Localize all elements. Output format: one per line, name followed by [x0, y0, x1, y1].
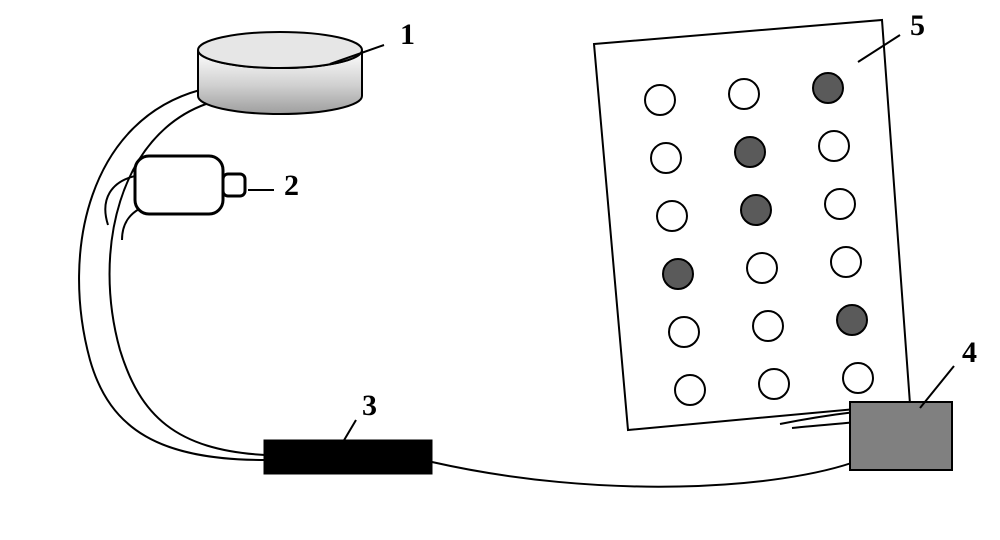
- node-3-blackbox: [264, 440, 432, 474]
- label-l1: 1: [400, 18, 415, 51]
- panel-dot: [825, 189, 855, 219]
- panel-dot: [663, 259, 693, 289]
- label-l4: 4: [962, 336, 977, 369]
- panel-dot: [729, 79, 759, 109]
- wire-w_4_to_5b: [792, 422, 858, 428]
- label-l3: 3: [362, 389, 377, 422]
- panel-dot: [837, 305, 867, 335]
- panel-dot: [741, 195, 771, 225]
- panel-dot: [843, 363, 873, 393]
- wire-w_3_to_4: [432, 460, 860, 487]
- node-4-greybox: [850, 402, 952, 470]
- panel-dot: [747, 253, 777, 283]
- panel-dot: [669, 317, 699, 347]
- panel-dot: [675, 375, 705, 405]
- panel-dot: [819, 131, 849, 161]
- panel-dot: [759, 369, 789, 399]
- panel-dot: [657, 201, 687, 231]
- node-5-panel: [594, 20, 910, 430]
- panel-dot: [831, 247, 861, 277]
- node-1-cylinder: [198, 32, 362, 114]
- panel-dot: [645, 85, 675, 115]
- node-2-camera: [135, 156, 245, 214]
- label-l2: 2: [284, 169, 299, 202]
- panel-dot: [651, 143, 681, 173]
- panel-dot: [753, 311, 783, 341]
- panel-dot: [813, 73, 843, 103]
- label-l5: 5: [910, 9, 925, 42]
- panel-dot: [735, 137, 765, 167]
- wire-w_1_to_3_outer: [79, 90, 265, 460]
